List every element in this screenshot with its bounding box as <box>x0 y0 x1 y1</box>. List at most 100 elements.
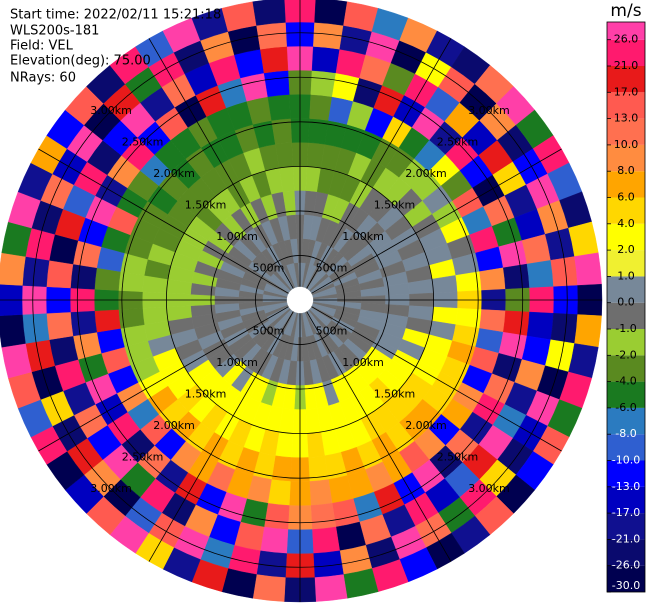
velocity-cell <box>309 94 333 121</box>
colorbar-band <box>607 539 645 566</box>
range-ring-label: 2.50km <box>437 450 479 463</box>
colorbar-tick-label: -10.0 <box>612 454 640 467</box>
spoke <box>38 306 289 452</box>
colorbar-tick-label: 10.0 <box>614 138 639 151</box>
range-ring-label: 1.00km <box>342 230 384 243</box>
range-ring-label: 3.00km <box>90 104 132 117</box>
elevation: Elevation(deg): 75.00 <box>10 54 151 69</box>
colorbar-band <box>607 171 645 198</box>
colorbar-band <box>607 513 645 540</box>
colorbar-band <box>607 22 645 40</box>
range-ring-label: 1.50km <box>185 387 227 400</box>
colorbar-band <box>607 302 645 329</box>
colorbar-tick-label: 4.0 <box>617 217 635 230</box>
colorbar-tick-label: -13.0 <box>612 480 640 493</box>
velocity-cell <box>503 310 530 337</box>
colorbar-band <box>607 118 645 145</box>
colorbar-tick-label: -26.0 <box>612 559 640 572</box>
colorbar-tick-label: 8.0 <box>617 164 635 177</box>
colorbar-tick-label: 21.0 <box>614 59 639 72</box>
colorbar-band <box>607 407 645 435</box>
spoke <box>148 311 294 562</box>
velocity-cell <box>503 263 530 290</box>
colorbar-tick-label: 1.0 <box>617 269 635 282</box>
range-ring-label: 500m <box>253 324 285 337</box>
velocity-cell <box>309 479 333 506</box>
range-ring-label: 1.50km <box>374 387 416 400</box>
range-ring <box>165 165 435 435</box>
range-ring-label: 2.00km <box>153 419 195 432</box>
range-ring-label: 2.00km <box>405 419 447 432</box>
colorbar-band <box>607 92 645 119</box>
colorbar-tick-label: -1.0 <box>615 322 636 335</box>
colorbar-band <box>607 381 645 408</box>
range-ring-label: 2.50km <box>122 136 164 149</box>
colorbar-band <box>607 250 645 277</box>
velocity-cell <box>252 574 286 602</box>
spoke <box>306 311 452 562</box>
velocity-cell <box>574 252 602 286</box>
colorbar-tick-label: 0.0 <box>617 296 635 309</box>
velocity-cell <box>479 267 506 291</box>
velocity-cell <box>310 70 337 97</box>
colorbar-band <box>607 329 645 356</box>
range-ring-label: 3.00km <box>468 104 510 117</box>
velocity-cell <box>0 314 26 348</box>
range-ring <box>76 76 524 524</box>
range-ring-label: 2.00km <box>153 167 195 180</box>
velocity-cell <box>314 574 348 602</box>
velocity-cell <box>526 311 554 340</box>
velocity-cell <box>479 309 506 333</box>
colorbar-tick-label: -17.0 <box>612 506 640 519</box>
range-ring-label: 500m <box>316 324 348 337</box>
range-ring-label: 2.00km <box>405 167 447 180</box>
velocity-cell <box>0 252 26 286</box>
nrays: NRays: 60 <box>10 71 76 86</box>
instrument: WLS200s-181 <box>10 24 99 39</box>
velocity-cell <box>311 526 340 554</box>
ppi-cells <box>0 0 603 603</box>
velocity-cell <box>263 503 290 530</box>
colorbar-band <box>607 144 645 172</box>
colorbar-band <box>607 434 645 461</box>
velocity-cell <box>70 263 97 290</box>
spoke <box>311 306 562 452</box>
colorbar-tick-label: -30.0 <box>612 579 640 592</box>
colorbar-tick-label: 6.0 <box>617 191 635 204</box>
range-ring-label: 3.00km <box>90 482 132 495</box>
velocity-cell <box>260 46 289 74</box>
range-ring-label: 1.00km <box>216 230 258 243</box>
velocity-cell <box>267 479 291 506</box>
velocity-cell <box>46 260 74 289</box>
velocity-cell <box>311 46 340 74</box>
range-ring-label: 2.50km <box>122 450 164 463</box>
range-ring <box>32 32 568 568</box>
spoke <box>38 148 289 294</box>
velocity-cell <box>574 314 602 348</box>
colorbar-band <box>607 565 645 592</box>
velocity-cell <box>94 267 121 291</box>
start-time: Start time: 2022/02/11 15:21:18 <box>10 8 221 23</box>
field: Field: VEL <box>10 39 74 54</box>
velocity-cell <box>94 309 121 333</box>
colorbar-tick-label: -6.0 <box>615 401 636 414</box>
velocity-cell <box>267 94 291 121</box>
velocity-cell <box>260 526 289 554</box>
spoke <box>306 38 452 289</box>
velocity-cell <box>46 311 74 340</box>
ppi-grid: 500m 500m 500m 500m 1.00km 1.00km 1.00km 1.00km… <box>0 0 602 602</box>
colorbar-tick-label: 13.0 <box>614 112 639 125</box>
colorbar-band <box>607 486 645 514</box>
velocity-cell <box>310 503 337 530</box>
colorbar-band <box>607 460 645 487</box>
velocity-cell <box>70 310 97 337</box>
colorbar-band <box>607 39 645 66</box>
spoke <box>148 38 294 289</box>
colorbar-tick-label: -21.0 <box>612 532 640 545</box>
velocity-cell <box>252 0 286 26</box>
colorbar-tick-label: 17.0 <box>614 85 639 98</box>
range-ring-label: 1.00km <box>342 356 384 369</box>
colorbar-title: m/s <box>610 1 641 21</box>
range-ring <box>121 121 479 479</box>
